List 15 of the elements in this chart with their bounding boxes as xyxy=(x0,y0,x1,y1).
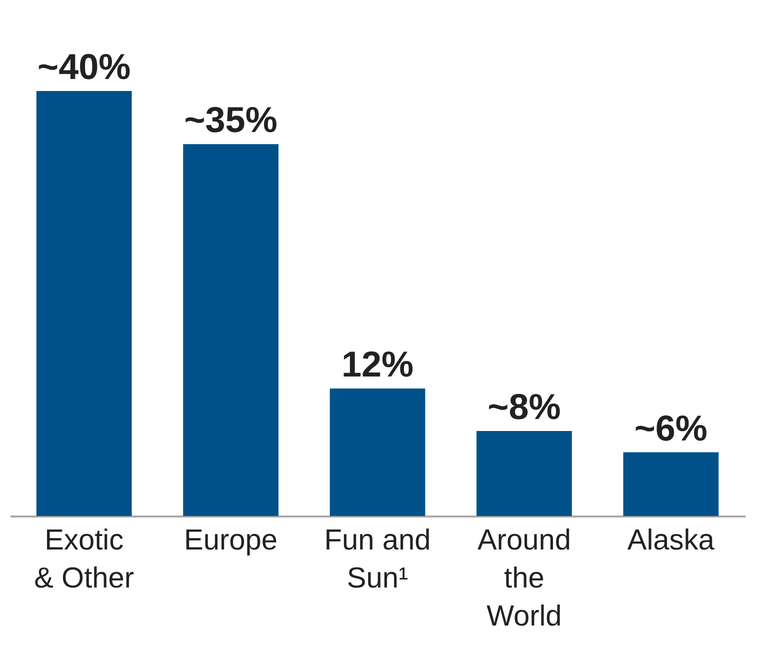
x-tick-label: Exotic & Other xyxy=(34,524,134,594)
data-label: ~40% xyxy=(38,46,131,87)
bar xyxy=(36,91,132,516)
bar xyxy=(330,388,426,516)
x-tick-label: Europe xyxy=(184,524,278,556)
data-label: ~6% xyxy=(634,407,708,448)
bar xyxy=(476,431,572,516)
data-label: 12% xyxy=(341,344,414,384)
bar xyxy=(623,452,719,516)
x-tick-label: Alaska xyxy=(627,524,716,556)
data-label: ~35% xyxy=(184,99,278,140)
x-tick-label: Fun and Sun¹ xyxy=(324,524,431,594)
bar xyxy=(183,144,278,516)
data-label: ~8% xyxy=(488,386,561,427)
x-tick-label: Around the World xyxy=(477,524,571,632)
